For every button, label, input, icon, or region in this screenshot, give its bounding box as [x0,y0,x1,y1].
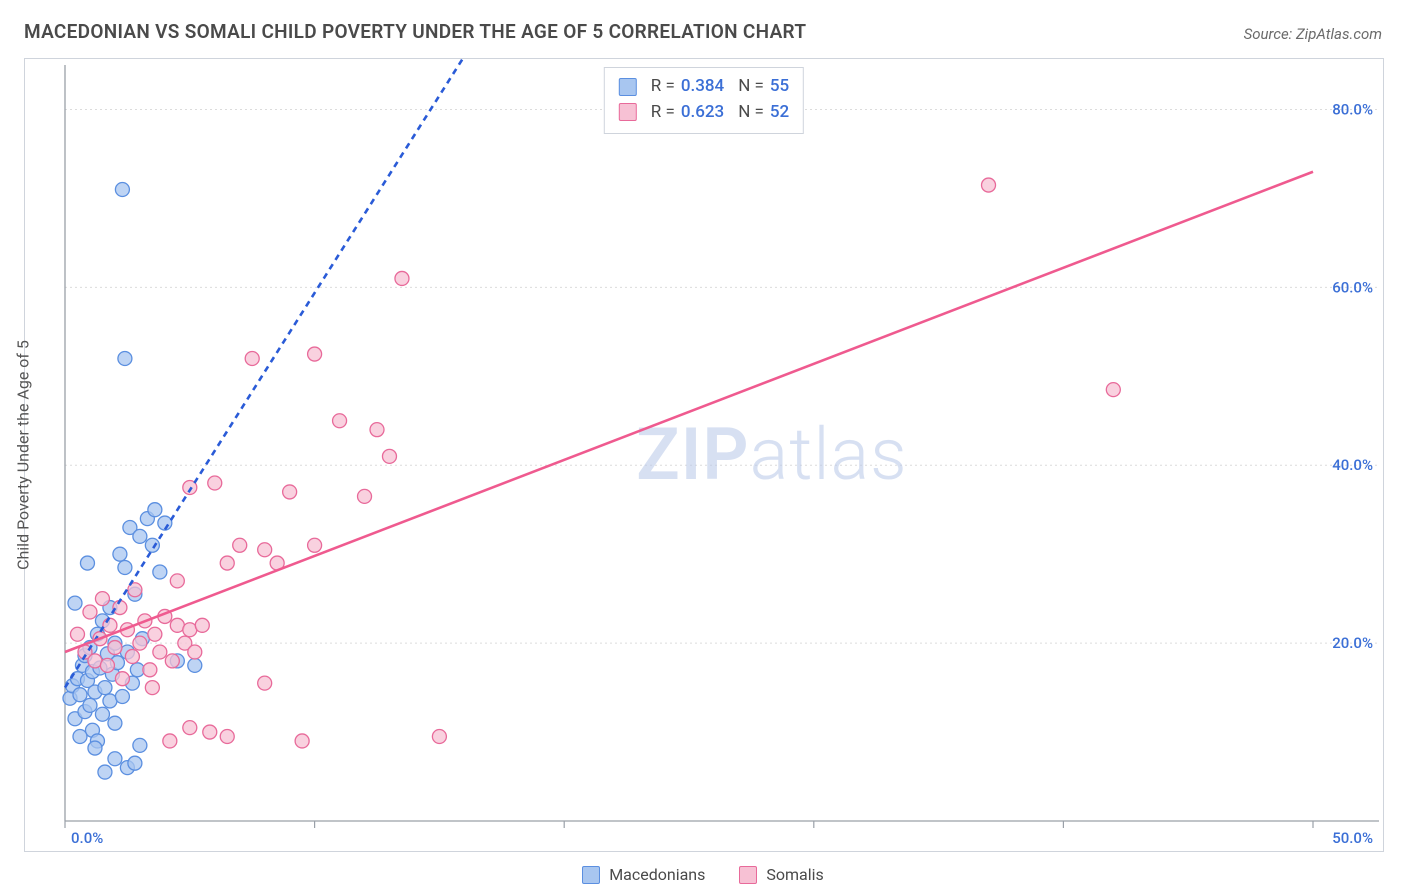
svg-text:40.0%: 40.0% [1332,456,1373,474]
legend-swatch-somalis [739,866,757,884]
stat-r-macedonians: R =0.384 [651,74,724,100]
source-prefix: Source: [1244,25,1296,43]
scatter-plot-svg: 20.0% 40.0% 60.0% 80.0% 0.0% 50.0% ZIPatlas [25,59,1383,851]
svg-text:ZIPatlas: ZIPatlas [636,412,908,497]
chart-title: MACEDONIAN VS SOMALI CHILD POVERTY UNDER… [24,20,806,43]
stat-n-macedonians: N =55 [738,74,789,100]
chart-source: Source: ZipAtlas.com [1244,25,1382,43]
legend-item-macedonians: Macedonians [582,865,705,884]
svg-text:80.0%: 80.0% [1332,100,1373,118]
stat-r-somalis: R =0.623 [651,100,724,126]
svg-text:0.0%: 0.0% [71,829,103,847]
svg-text:20.0%: 20.0% [1332,634,1373,652]
svg-text:60.0%: 60.0% [1332,278,1373,296]
stats-row-macedonians: R =0.384 N =55 [619,74,789,100]
svg-text:50.0%: 50.0% [1332,829,1373,847]
swatch-macedonians [619,78,637,96]
legend-item-somalis: Somalis [739,865,823,884]
chart-area: Child Poverty Under the Age of 5 20.0%40… [24,58,1384,852]
series-legend: Macedonians Somalis [0,865,1406,884]
stats-row-somalis: R =0.623 N =52 [619,100,789,126]
stat-n-somalis: N =52 [738,100,789,126]
legend-swatch-macedonians [582,866,600,884]
legend-label-somalis: Somalis [766,865,823,884]
swatch-somalis [619,103,637,121]
source-name: ZipAtlas.com [1296,25,1382,43]
correlation-stats-legend: R =0.384 N =55 R =0.623 N =52 [604,67,804,134]
chart-header: MACEDONIAN VS SOMALI CHILD POVERTY UNDER… [0,0,1406,51]
legend-label-macedonians: Macedonians [609,865,705,884]
